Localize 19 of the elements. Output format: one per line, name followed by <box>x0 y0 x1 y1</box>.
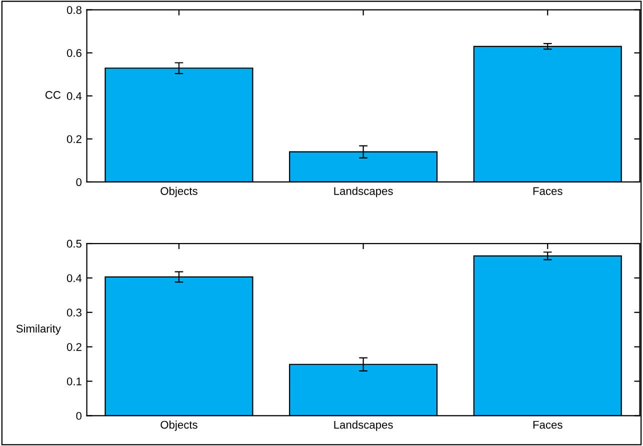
x-tick-label: Objects <box>160 420 198 431</box>
y-tick-label: 0.6 <box>66 49 82 57</box>
y-axis-title: CC <box>45 91 61 99</box>
y-axis-title: Similarity <box>16 324 61 335</box>
y-tick-label: 0.4 <box>66 92 82 100</box>
y-tick-label: 0.8 <box>66 6 82 14</box>
x-tick-label: Landscapes <box>334 420 393 431</box>
y-tick-label: 0.1 <box>66 378 82 386</box>
y-tick-label: 0.2 <box>66 135 82 144</box>
y-tick-label: 0.3 <box>66 308 82 317</box>
x-tick-label: Landscapes <box>334 186 393 198</box>
x-tick-label: Faces <box>533 420 562 429</box>
y-tick-label: 0.5 <box>66 240 82 248</box>
x-tick-label: Objects <box>160 186 198 198</box>
y-tick-label: 0.4 <box>66 274 82 282</box>
y-tick-label: 0.2 <box>66 343 82 351</box>
x-tick-label: Faces <box>533 187 562 195</box>
y-tick-label: 0 <box>76 412 82 420</box>
y-tick-label: 0 <box>76 178 82 186</box>
